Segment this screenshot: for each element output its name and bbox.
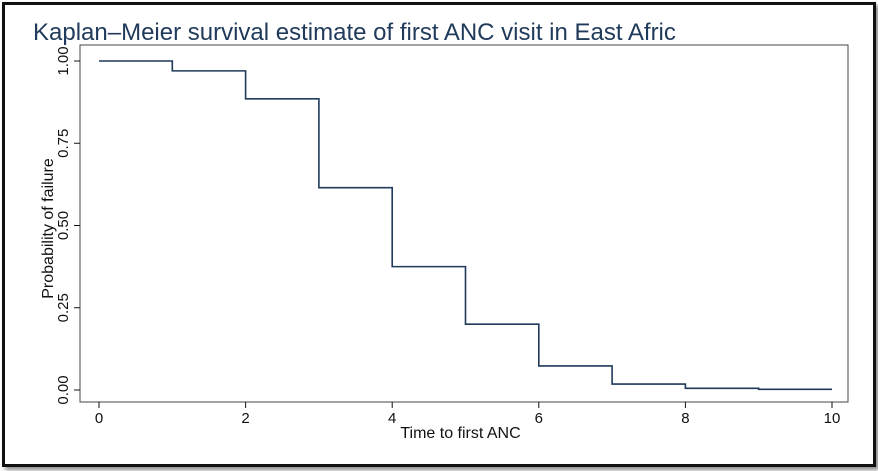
y-tick-label-1: 0.25 [55,293,72,322]
series-group [99,60,832,391]
x-tick-label-2: 4 [388,410,396,427]
km-chart: 0.00 0.25 0.50 0.75 1.00 0 2 4 6 8 10 Time to fir… [40,44,849,442]
x-tick-label-0: 0 [95,410,103,427]
chart-title: Kaplan–Meier survival estimate of first … [33,19,676,46]
plot-area-rect [79,44,849,403]
y-axis-label: Probability of failure [40,158,57,299]
y-axis: 0.00 0.25 0.50 0.75 1.00 [55,46,80,405]
km-step-line-0 [99,60,832,391]
x-tick-label-4: 8 [681,410,689,427]
x-tick-label-1: 2 [241,410,249,427]
x-axis: 0 2 4 6 8 10 [95,402,841,427]
y-tick-label-2: 0.50 [55,211,72,240]
x-tick-label-5: 10 [824,410,841,427]
y-tick-label-0: 0.00 [55,375,72,404]
y-tick-label-4: 1.00 [55,46,72,75]
x-axis-label: Time to first ANC [400,425,520,442]
plot-area-border [79,44,849,403]
x-tick-label-3: 6 [535,410,543,427]
y-tick-label-3: 0.75 [55,129,72,158]
